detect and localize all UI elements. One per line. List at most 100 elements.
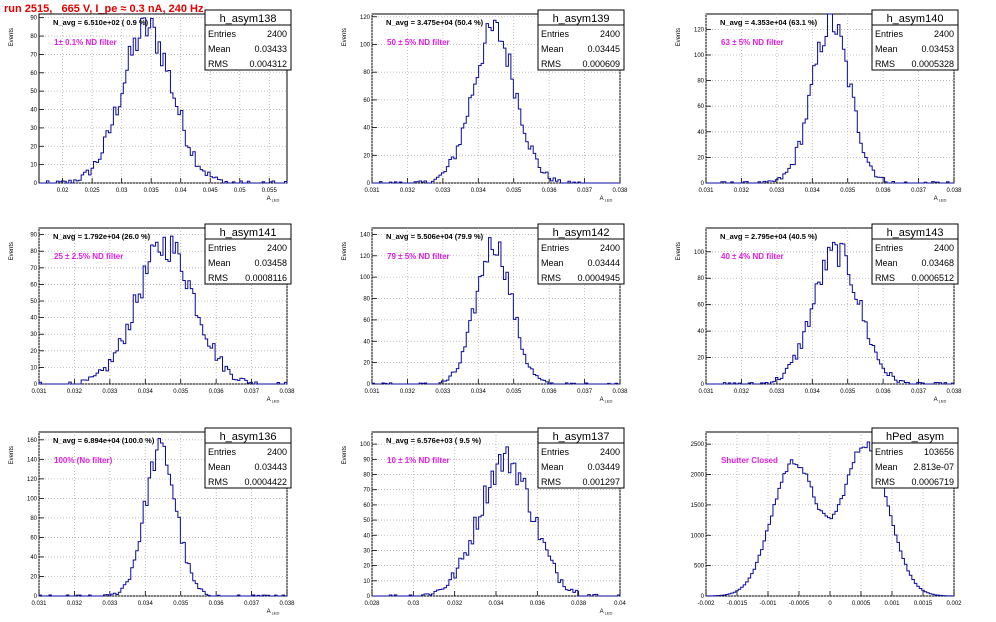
stats-value-entries: 2400 (934, 243, 954, 253)
stats-key-mean: Mean (875, 44, 898, 54)
stats-key-rms: RMS (875, 273, 895, 283)
x-tick-label: 0.028 (364, 601, 380, 607)
x-tick-label: 0.031 (364, 389, 380, 395)
stats-box (871, 223, 959, 285)
stats-value-rms: 0.0006719 (911, 477, 954, 487)
x-tick-label: 0.035 (506, 188, 522, 194)
x-tick-label: 0.031 (31, 389, 47, 395)
navg-label: N_avg = 4.353e+04 (63.1 %) (720, 18, 818, 27)
y-tick-label: 0 (701, 181, 705, 187)
x-tick-label: 0.037 (244, 389, 260, 395)
y-tick-label: 2000 (691, 473, 705, 479)
stats-box (537, 223, 625, 285)
x-tick-label: 0.035 (173, 389, 189, 395)
y-tick-label: 90 (30, 16, 37, 22)
histogram-name: hPed_asym (886, 431, 944, 443)
y-tick-label: 160 (27, 438, 38, 444)
histogram-name: h_asym138 (220, 13, 277, 25)
x-tick-label: 0.037 (911, 389, 927, 395)
stats-value-rms: 0.000609 (582, 59, 620, 69)
x-tick-label: 0.034 (138, 601, 154, 607)
stats-key-mean: Mean (541, 258, 564, 268)
stats-value-mean: 0.03449 (587, 462, 620, 472)
histogram-name: h_asym139 (553, 13, 610, 25)
y-tick-label: 40 (697, 329, 704, 335)
stats-value-rms: 0.0006512 (911, 273, 954, 283)
x-tick-label: 0.036 (542, 188, 558, 194)
stats-key-rms: RMS (541, 477, 561, 487)
stats-key-entries: Entries (208, 447, 237, 457)
histogram-name: h_asym137 (553, 431, 610, 443)
x-tick-label: 0.036 (530, 601, 546, 607)
filter-note: 50 ± 5% ND filter (387, 38, 450, 47)
y-axis-label: Events (342, 446, 348, 464)
x-tick-label: 0.031 (31, 601, 47, 607)
y-tick-label: 60 (363, 318, 370, 324)
stats-key-mean: Mean (208, 44, 231, 54)
stats-key-entries: Entries (541, 29, 570, 39)
stats-key-entries: Entries (541, 447, 570, 457)
navg-label: N_avg = 1.792e+04 (26.0 %) (53, 232, 151, 241)
histogram-name: h_asym136 (220, 431, 277, 443)
y-tick-label: 50 (30, 89, 37, 95)
stats-key-entries: Entries (875, 447, 904, 457)
x-tick-label: 0.0015 (914, 601, 933, 607)
x-tick-label: 0.032 (734, 188, 750, 194)
x-tick-label: 0.038 (612, 188, 628, 194)
x-tick-label: 0.035 (840, 188, 856, 194)
y-tick-label: 120 (694, 27, 705, 33)
stats-key-mean: Mean (541, 462, 564, 472)
stats-value-entries: 2400 (267, 243, 287, 253)
y-tick-label: 40 (363, 126, 370, 132)
stats-key-entries: Entries (541, 243, 570, 253)
y-tick-label: 40 (30, 108, 37, 114)
stats-value-entries: 103656 (924, 447, 954, 457)
y-tick-label: 80 (697, 79, 704, 85)
stats-value-entries: 2400 (600, 243, 620, 253)
x-tick-label: 0.036 (876, 389, 892, 395)
histogram-line (371, 237, 620, 385)
stats-box (204, 427, 292, 489)
y-axis-label: Events (9, 242, 15, 260)
y-tick-label: 50 (30, 299, 37, 305)
y-tick-label: 140 (27, 457, 38, 463)
filter-note: 79 ± 5% ND filter (387, 252, 450, 261)
x-tick-label: 0.038 (946, 389, 962, 395)
x-axis-label: ALED (934, 196, 947, 203)
x-tick-label: 0.031 (364, 188, 380, 194)
x-tick-label: 0.036 (209, 601, 225, 607)
y-tick-label: 100 (27, 496, 38, 502)
x-tick-label: 0.034 (471, 389, 487, 395)
stats-value-entries: 2400 (600, 29, 620, 39)
y-tick-label: 80 (363, 297, 370, 303)
x-tick-label: 0 (828, 601, 832, 607)
y-tick-label: 1000 (691, 533, 705, 539)
stats-key-entries: Entries (875, 243, 904, 253)
y-tick-label: 10 (363, 579, 370, 585)
filter-note: Shutter Closed (721, 456, 778, 465)
x-tick-label: 0.0005 (852, 601, 871, 607)
y-tick-label: 80 (30, 34, 37, 40)
x-tick-label: 0.032 (734, 389, 750, 395)
histogram-name: h_asym140 (887, 13, 944, 25)
histogram-panel-h_asym143: 0.031 0.032 0.033 0.034 0.035 0.036 0.037 0.038… (676, 223, 962, 404)
x-tick-label: 0.032 (67, 601, 83, 607)
x-tick-label: 0.055 (262, 188, 278, 194)
stats-key-rms: RMS (875, 477, 895, 487)
histogram-line (39, 17, 288, 184)
y-tick-label: 100 (694, 53, 705, 59)
stats-box (871, 427, 959, 489)
stats-key-rms: RMS (208, 59, 228, 69)
x-tick-label: 0.002 (946, 601, 962, 607)
y-tick-label: 0 (367, 382, 371, 388)
x-tick-label: 0.034 (805, 389, 821, 395)
stats-value-rms: 0.0005328 (911, 59, 954, 69)
histogram-line (706, 241, 955, 385)
y-tick-label: 60 (697, 303, 704, 309)
stats-key-mean: Mean (208, 258, 231, 268)
y-tick-label: 60 (363, 98, 370, 104)
histogram-line (38, 438, 287, 597)
y-tick-label: 140 (360, 232, 371, 238)
x-tick-label: 0.034 (471, 188, 487, 194)
